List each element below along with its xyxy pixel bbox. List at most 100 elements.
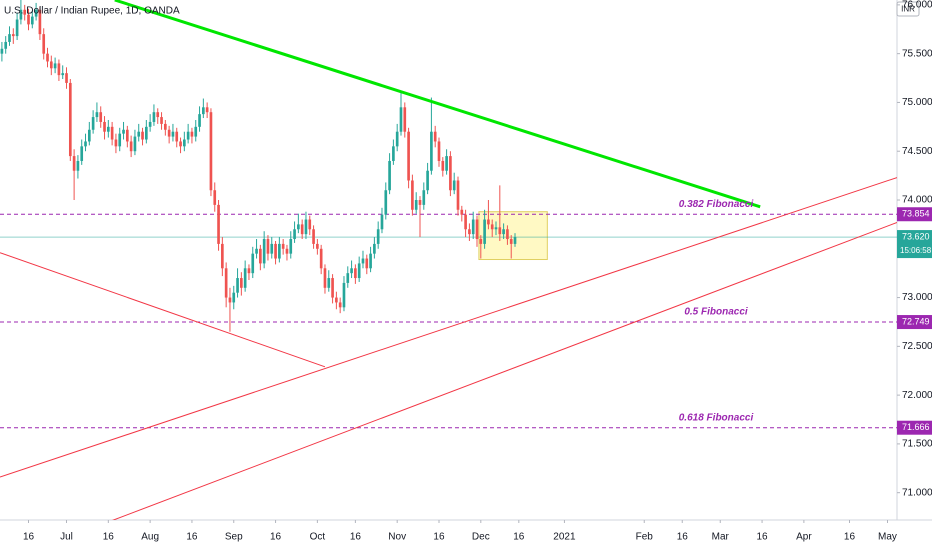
candle-body <box>297 224 300 230</box>
candle-body <box>27 14 30 25</box>
candle-body <box>42 34 46 54</box>
x-tick-label: 16 <box>270 532 282 543</box>
fib-price-tag <box>897 420 932 435</box>
currency-label: INR <box>901 5 915 14</box>
candle-body <box>0 48 4 54</box>
candle-body <box>84 141 87 147</box>
candle-body <box>137 131 141 137</box>
trendline <box>0 177 897 478</box>
x-tick-label: 16 <box>350 532 362 543</box>
candle-body <box>312 229 315 244</box>
currency-badge <box>896 1 920 17</box>
candle-body <box>308 219 312 230</box>
candle-body <box>441 160 445 171</box>
candle-body <box>289 239 293 254</box>
fib-label: 0.5 Fibonacci <box>684 307 748 318</box>
x-tick-label: 16 <box>103 532 115 543</box>
candle-body <box>247 268 251 274</box>
candle-body <box>167 129 171 137</box>
candle-body <box>190 131 194 137</box>
candle-body <box>236 278 239 293</box>
candle-body <box>106 126 110 132</box>
candle-body <box>152 112 156 122</box>
fib-price-label: 71.666 <box>902 422 930 432</box>
candle-body <box>376 229 380 244</box>
candle-body <box>395 131 399 147</box>
x-tick-label: 16 <box>757 532 769 543</box>
candle-body <box>61 73 65 76</box>
candle-body <box>487 219 490 225</box>
candle-body <box>342 282 346 308</box>
candle-body <box>262 239 266 264</box>
x-tick-label: 16 <box>677 532 689 543</box>
candle-body <box>68 82 72 157</box>
candle-body <box>445 156 448 171</box>
candle-body <box>270 243 274 254</box>
candle-body <box>224 268 228 298</box>
candle-body <box>433 131 437 142</box>
x-tick-label: May <box>878 532 897 543</box>
candle-body <box>91 117 95 130</box>
candle-body <box>460 209 464 215</box>
candle-body <box>240 278 243 288</box>
y-tick-label: 73.000 <box>902 292 932 303</box>
candle-body <box>38 9 42 35</box>
candle-body <box>129 141 133 152</box>
fib-price-label: 73.854 <box>902 209 930 219</box>
candle-body <box>171 131 175 137</box>
fib-price-tag <box>897 207 932 222</box>
last-price-tag <box>897 230 932 259</box>
candle-body <box>388 160 391 191</box>
x-tick-label: Sep <box>225 532 243 543</box>
candle-body <box>285 248 289 254</box>
x-tick-label: Nov <box>388 532 406 543</box>
candle-body <box>327 278 331 288</box>
candle-body <box>57 63 61 76</box>
candle-body <box>316 243 319 249</box>
fib-label: 0.618 Fibonacci <box>679 412 754 423</box>
x-tick-label: Mar <box>712 532 730 543</box>
candle-body <box>259 248 262 264</box>
candle-body <box>464 214 467 230</box>
candle-body <box>422 190 426 205</box>
candle-body <box>456 180 460 210</box>
x-tick-label: 16 <box>186 532 198 543</box>
candle-body <box>426 170 429 191</box>
x-tick-label: 2021 <box>553 532 576 543</box>
y-tick-label: 71.000 <box>902 487 932 498</box>
candle-body <box>228 297 232 303</box>
candle-body <box>407 131 410 181</box>
fib-label: 0.382 Fibonacci <box>679 199 754 210</box>
plot-area <box>0 0 897 520</box>
candle-body <box>403 107 407 132</box>
candle-body <box>502 229 505 235</box>
fib-price-label: 72.749 <box>902 316 930 326</box>
countdown-label: 15:06:58 <box>900 246 932 255</box>
candle-body <box>213 190 217 205</box>
candle-body <box>46 53 49 62</box>
candle-body <box>175 131 179 142</box>
candle-body <box>125 129 129 142</box>
candle-body <box>430 131 433 171</box>
candle-body <box>357 263 361 279</box>
candle-body <box>414 200 418 210</box>
candle-body <box>156 112 160 118</box>
candle-body <box>76 160 80 171</box>
candle-body <box>194 126 198 137</box>
candle-body <box>15 19 19 37</box>
x-tick-label: Oct <box>310 532 326 543</box>
candle-body <box>255 248 258 254</box>
candle-body <box>350 268 353 274</box>
y-tick-label: 72.000 <box>902 390 932 401</box>
candle-body <box>114 139 118 147</box>
candle-body <box>133 136 137 152</box>
candle-body <box>509 239 513 244</box>
candle-body <box>110 126 114 140</box>
x-tick-label: 16 <box>23 532 35 543</box>
candle-body <box>281 243 285 249</box>
x-tick-label: 16 <box>433 532 445 543</box>
x-tick-label: Apr <box>796 532 812 543</box>
candle-body <box>198 114 201 127</box>
candle-body <box>141 131 144 140</box>
